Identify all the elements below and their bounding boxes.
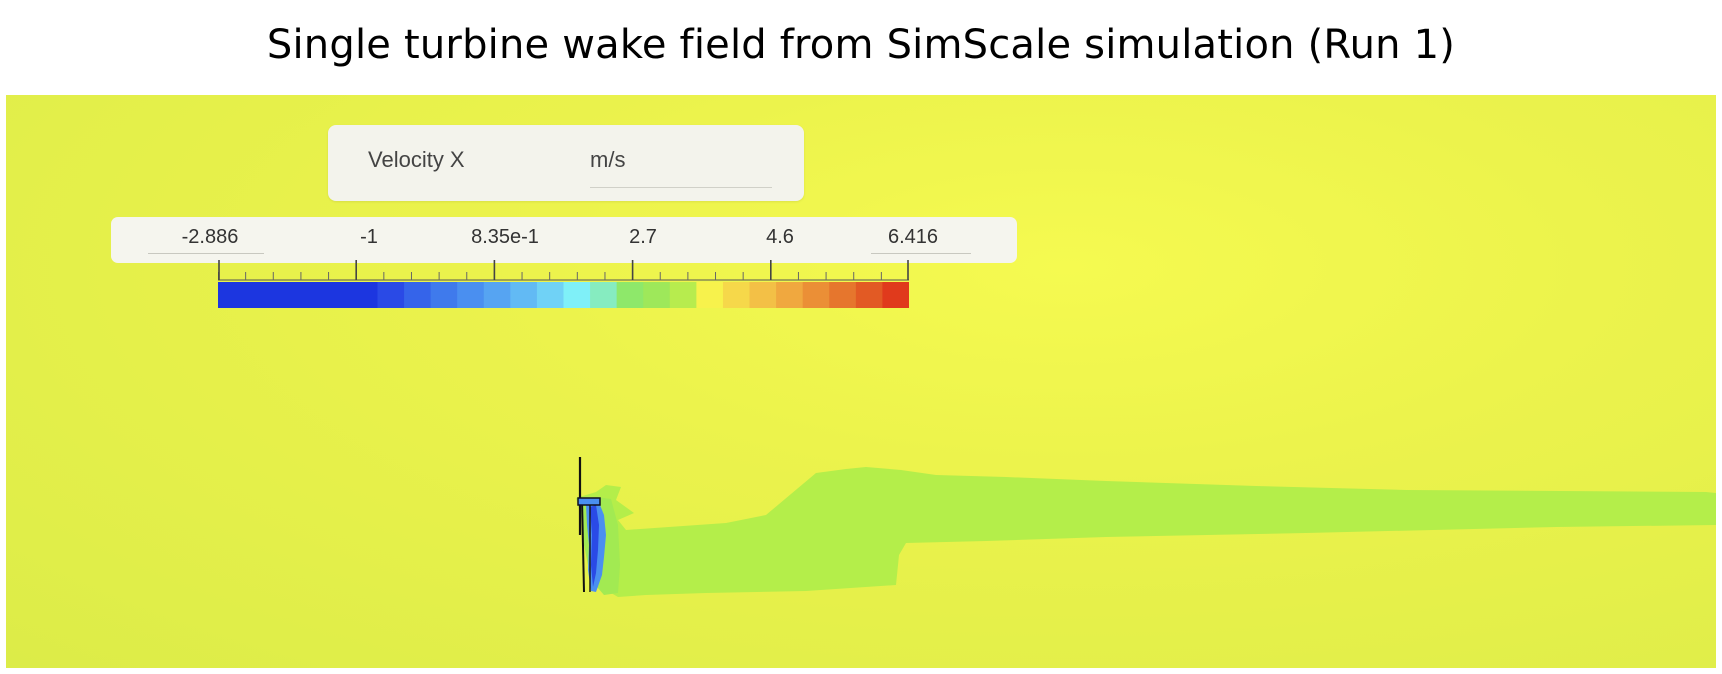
color-bar-segment xyxy=(855,282,884,308)
simulation-viewport[interactable]: Velocity X m/s -2.886 -1 8.35e-1 2.7 4.6… xyxy=(6,95,1716,668)
color-bar-segment xyxy=(324,282,352,308)
nacelle xyxy=(577,497,601,506)
legend-quantity: Velocity X xyxy=(368,147,465,172)
tick-label-min[interactable]: -2.886 xyxy=(181,226,239,248)
min-underline xyxy=(148,253,264,254)
color-bar-segment xyxy=(829,282,857,308)
color-bar-segment xyxy=(802,282,830,308)
color-bar-segment xyxy=(616,282,644,308)
tick-label: 8.35e-1 xyxy=(471,226,539,248)
tick-label: 2.7 xyxy=(629,226,657,248)
near-wake-deep xyxy=(590,505,599,587)
legend-header: Velocity X m/s xyxy=(328,125,804,201)
color-bar-segment xyxy=(377,282,405,308)
color-bar-segment xyxy=(722,282,751,308)
legend-tick-card: -2.886 -1 8.35e-1 2.7 4.6 6.416 xyxy=(111,217,1017,263)
color-bar-segment xyxy=(696,282,724,308)
color-bar-segment xyxy=(350,282,379,308)
color-bar-segment xyxy=(404,282,432,308)
tick-label: 4.6 xyxy=(766,226,794,248)
legend-unit[interactable]: m/s xyxy=(590,147,626,172)
color-bar-segment xyxy=(430,282,458,308)
color-bar-segment xyxy=(882,282,909,308)
color-bar-segment xyxy=(218,282,246,308)
color-bar-segment xyxy=(271,282,299,308)
tick-label: -1 xyxy=(360,226,378,248)
wake-field xyxy=(576,457,1716,597)
color-bar-segment xyxy=(749,282,777,308)
tick-label-max[interactable]: 6.416 xyxy=(887,226,939,248)
color-bar xyxy=(218,260,909,308)
color-bar-segment xyxy=(563,282,591,308)
color-bar-segment xyxy=(510,282,538,308)
color-bar-segment xyxy=(244,282,272,308)
unit-underline xyxy=(590,187,772,188)
turbine-icon xyxy=(577,457,601,593)
color-bar-segment xyxy=(483,282,511,308)
color-bar-segment xyxy=(457,282,485,308)
wake-region xyxy=(576,467,1716,597)
color-bar-segment xyxy=(776,282,804,308)
rotor-blade-lower xyxy=(581,499,585,593)
max-underline xyxy=(871,253,971,254)
color-bar-segment xyxy=(669,282,697,308)
color-bar-segment xyxy=(590,282,618,308)
color-bar-segment xyxy=(297,282,325,308)
color-bar-segment xyxy=(536,282,565,308)
color-bar-segment xyxy=(643,282,671,308)
page-title: Single turbine wake field from SimScale … xyxy=(266,22,1456,68)
